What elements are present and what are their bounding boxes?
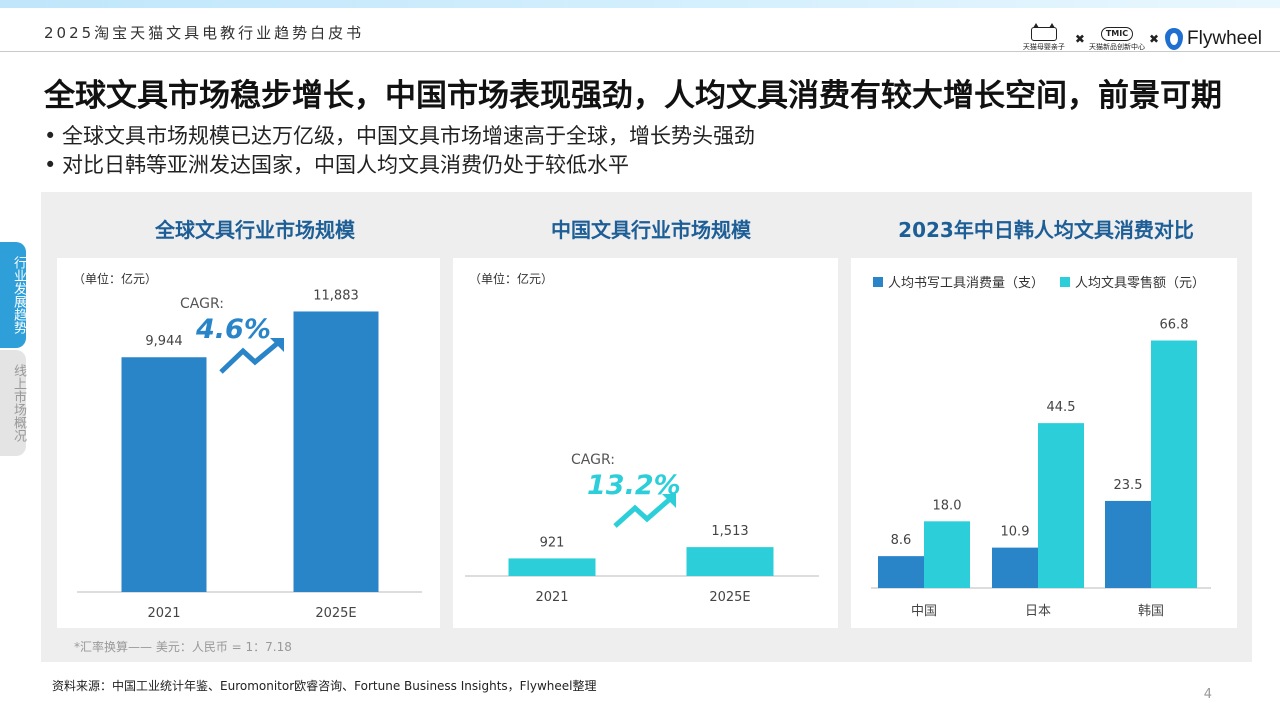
logo-separator: ✖: [1148, 32, 1160, 46]
bar: [878, 556, 924, 588]
bar: [293, 311, 379, 592]
flywheel-mark-icon: [1165, 28, 1184, 50]
bar-value-label: 44.5: [1047, 400, 1076, 415]
chart-card-cjk: 人均书写工具消费量（支） 人均文具零售额（元） 8.6 18.0 中国 10.9 44.…: [851, 258, 1237, 628]
tmic-logo: TMIC 天猫新品创新中心: [1088, 26, 1145, 52]
data-source: 资料来源：中国工业统计年鉴、Euromonitor欧睿咨询、Fortune Bu…: [52, 679, 597, 693]
bar: [121, 357, 207, 592]
bullet-item: • 对比日韩等亚洲发达国家，中国人均文具消费仍处于较低水平: [44, 151, 755, 180]
tmic-logo-text: 天猫新品创新中心: [1088, 42, 1145, 51]
bar-value-label: 921: [540, 535, 565, 550]
chart-legend: 人均书写工具消费量（支） 人均文具零售额（元）: [873, 272, 1205, 291]
legend-swatch-writing: [873, 276, 883, 287]
bar: [1105, 500, 1151, 588]
chart-title-global: 全球文具行业市场规模: [155, 218, 355, 242]
top-gradient-bar: [0, 0, 1280, 8]
chart-title-cjk: 2023年中日韩人均文具消费对比: [898, 218, 1194, 242]
exchange-rate-footnote: *汇率换算—— 美元：人民币 = 1：7.18: [74, 640, 292, 654]
tmall-logo: 天猫母婴亲子: [1019, 22, 1069, 52]
bar-value-label: 66.8: [1160, 318, 1189, 333]
bar: [1038, 423, 1084, 588]
x-tick-label: 2021: [147, 606, 180, 621]
cjk-per-capita-chart: 8.6 18.0 中国 10.9 44.5 日本 23.5 66.8 韩国: [871, 318, 1211, 619]
global-market-chart: 9,944 2021 11,883 2025E CAGR: 4.6%: [77, 288, 422, 621]
page-number: 4: [1203, 687, 1212, 702]
bar-value-label: 9,944: [145, 334, 182, 349]
bar: [508, 558, 596, 576]
bullet-item: • 全球文具市场规模已达万亿级，中国文具市场增速高于全球，增长势头强劲: [44, 122, 755, 151]
tmall-logo-text: 天猫母婴亲子: [1022, 42, 1065, 51]
bar-value-label: 1,513: [711, 524, 748, 539]
bullet-text: 全球文具市场规模已达万亿级，中国文具市场增速高于全球，增长势头强劲: [62, 124, 755, 148]
page-header: 2025淘宝天猫文具电教行业趋势白皮书 天猫母婴亲子 ✖ TMIC 天猫新品创新…: [0, 8, 1280, 52]
bar: [686, 547, 774, 576]
x-tick-label: 韩国: [1138, 604, 1164, 619]
page-headline: 全球文具市场稳步增长，中国市场表现强劲，人均文具消费有较大增长空间，前景可期: [44, 78, 1222, 114]
summary-bullets: • 全球文具市场规模已达万亿级，中国文具市场增速高于全球，增长势头强劲 • 对比日韩…: [44, 122, 755, 180]
growth-arrow-head-icon: [662, 494, 676, 508]
legend-label-writing: 人均书写工具消费量（支）: [888, 276, 1045, 291]
x-tick-label: 2025E: [315, 606, 356, 621]
bar-value-label: 10.9: [1001, 525, 1030, 540]
x-tick-label: 日本: [1025, 604, 1051, 619]
chart-card-china: （单位：亿元） 921 2021 1,513 2025E CAGR: 13.2%: [453, 258, 838, 628]
legend-swatch-retail: [1060, 276, 1071, 287]
report-title: 2025淘宝天猫文具电教行业趋势白皮书: [44, 24, 365, 42]
chart-title-china: 中国文具行业市场规模: [551, 218, 751, 242]
side-tab-online-market[interactable]: 线上市场概况: [0, 350, 26, 456]
cagr-label: CAGR:: [571, 452, 615, 468]
cagr-label: CAGR:: [180, 296, 224, 312]
unit-label: （单位：亿元）: [469, 272, 554, 286]
flywheel-logo-text: Flywheel: [1187, 28, 1262, 49]
x-tick-label: 2021: [535, 590, 568, 605]
bar: [924, 521, 970, 588]
legend-label-retail: 人均文具零售额（元）: [1075, 276, 1206, 291]
cagr-value: 4.6%: [195, 314, 271, 345]
section-side-tabs: 行业发展趋势 线上市场概况: [0, 242, 26, 456]
partner-logos: 天猫母婴亲子 ✖ TMIC 天猫新品创新中心 ✖ Flywheel: [1019, 22, 1262, 54]
growth-arrow-icon: [219, 340, 281, 374]
bar-value-label: 23.5: [1114, 478, 1143, 493]
tmic-mark: TMIC: [1100, 26, 1134, 41]
x-tick-label: 中国: [911, 604, 937, 619]
unit-label: （单位：亿元）: [73, 272, 158, 286]
bullet-marker: •: [44, 124, 57, 148]
bar-value-label: 18.0: [933, 498, 962, 513]
x-tick-label: 2025E: [709, 590, 750, 605]
bullet-text: 对比日韩等亚洲发达国家，中国人均文具消费仍处于较低水平: [62, 153, 629, 177]
chart-card-global: （单位：亿元） 9,944 2021 11,883 2025E CAGR: 4.6%: [57, 258, 440, 628]
tmall-cat-icon: [1030, 22, 1057, 41]
bar: [1151, 340, 1197, 588]
bar-value-label: 11,883: [313, 288, 359, 303]
flywheel-logo: Flywheel: [1165, 28, 1262, 50]
logo-separator: ✖: [1074, 32, 1085, 46]
side-tab-industry-trends[interactable]: 行业发展趋势: [0, 242, 26, 348]
growth-arrow-icon: [613, 497, 672, 528]
bar-value-label: 8.6: [891, 533, 912, 548]
bar: [992, 547, 1038, 588]
growth-arrow-head-icon: [270, 338, 284, 352]
bullet-marker: •: [44, 153, 57, 177]
